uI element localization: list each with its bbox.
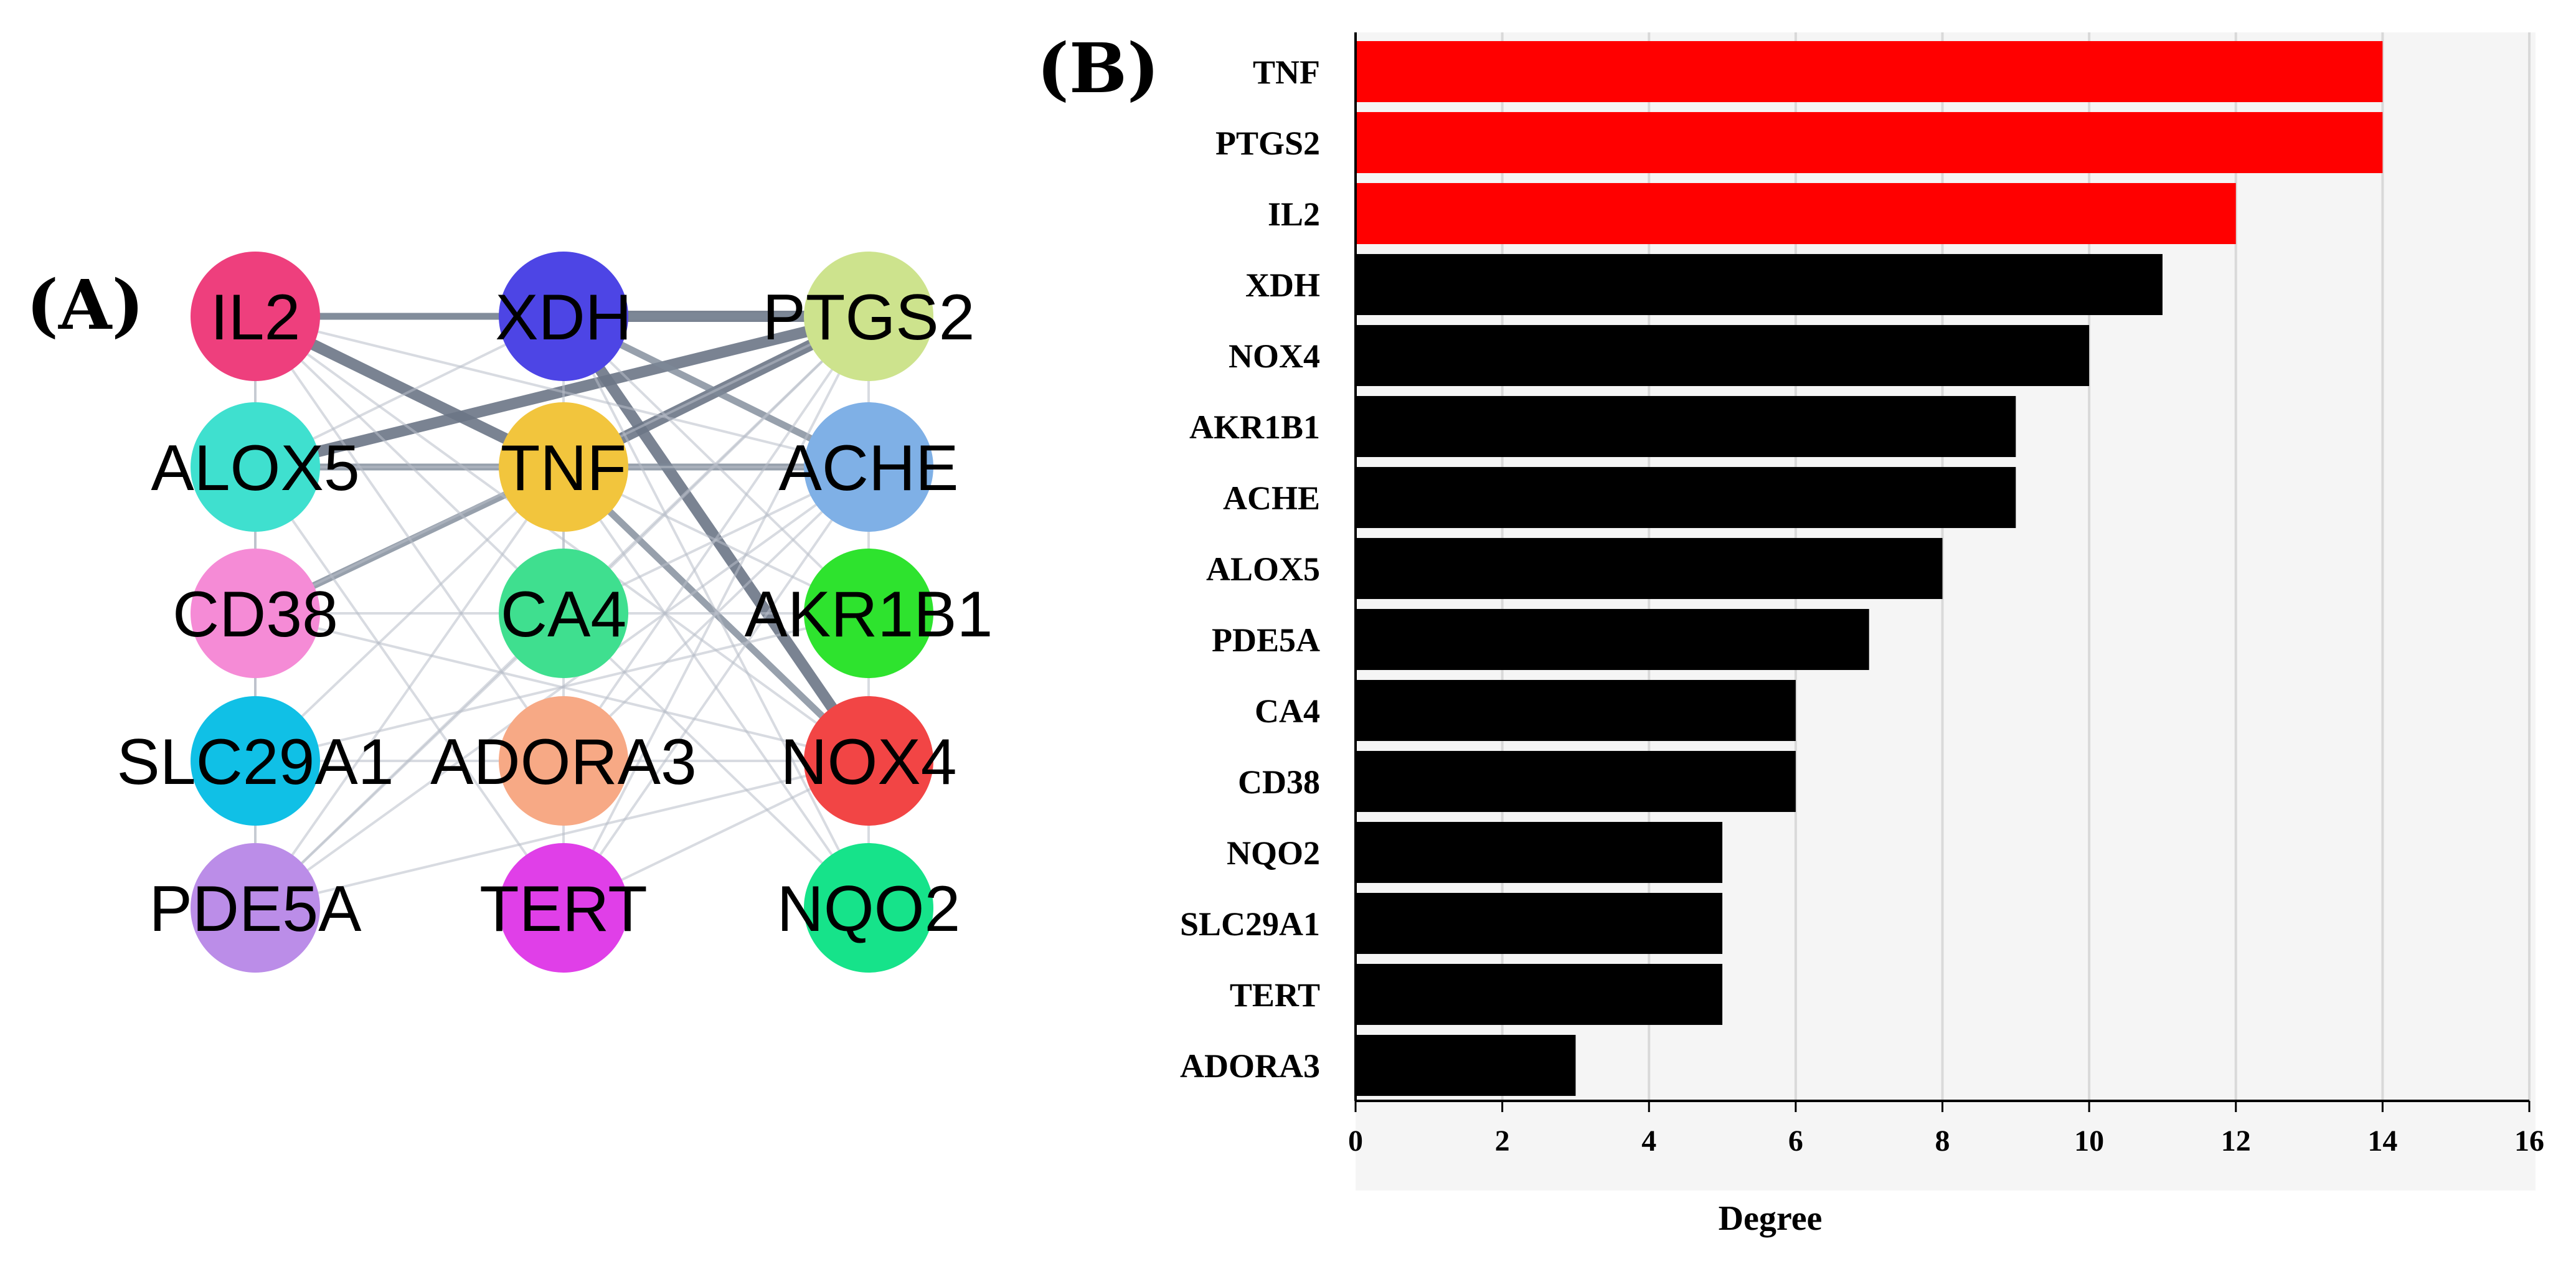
x-tick-label: 12	[2221, 1125, 2251, 1158]
category-label: TNF	[1253, 54, 1320, 91]
network-edge	[254, 466, 565, 909]
network-node-circle	[499, 843, 628, 973]
bar	[1356, 466, 2016, 529]
network-edge	[254, 612, 870, 762]
bar	[1356, 608, 1869, 671]
panel-b-label: (B)	[1037, 28, 1159, 108]
network-edge	[562, 612, 870, 909]
category-label: AKR1B1	[1189, 408, 1320, 446]
network-edge	[562, 466, 870, 909]
category-label: NOX4	[1229, 337, 1320, 375]
x-tick-label: 8	[1935, 1125, 1950, 1158]
x-axis-title: Degree	[1719, 1199, 1823, 1238]
bar	[1356, 324, 2090, 387]
network-node-label: TNF	[501, 432, 626, 504]
x-tick-label: 14	[2367, 1125, 2397, 1158]
network-edge	[562, 315, 870, 909]
network-node-circle	[191, 252, 320, 381]
network-node-label: CD38	[172, 578, 338, 651]
network-edge	[562, 315, 870, 762]
network-node-circle	[191, 696, 320, 826]
network-nodes: IL2 XDH PTGS2 ALOX5 TNF ACHE CD38 CA4 AKR1B1 SLC2…	[116, 252, 993, 973]
category-label: PTGS2	[1215, 125, 1320, 162]
category-label: ALOX5	[1206, 550, 1320, 588]
network-node-label: IL2	[210, 281, 301, 354]
bar	[1356, 892, 1723, 955]
category-label: NQO2	[1227, 834, 1320, 872]
bar	[1356, 395, 2016, 458]
network-node-label: XDH	[495, 281, 632, 354]
network-node-circle	[191, 402, 320, 532]
network-node-circle	[804, 696, 933, 826]
network-panel: (A) IL2 XDH PTGS2 ALOX5 TNF ACHE CD38 CA4 AKR1B1…	[26, 252, 993, 973]
x-tick-label: 16	[2514, 1125, 2544, 1158]
network-node-label: ADORA3	[430, 726, 697, 798]
category-label: PDE5A	[1212, 621, 1320, 659]
bar	[1356, 253, 2163, 316]
category-label: SLC29A1	[1180, 905, 1320, 943]
bars	[1356, 40, 2383, 1097]
x-tick-label: 0	[1348, 1125, 1363, 1158]
network-node-label: NOX4	[780, 726, 956, 798]
x-tick-label: 4	[1641, 1125, 1656, 1158]
network-node-label: SLC29A1	[116, 726, 394, 798]
network-node-label: ALOX5	[151, 432, 359, 504]
network-node-label: AKR1B1	[745, 578, 993, 651]
x-tick-label: 6	[1788, 1125, 1803, 1158]
bar-chart-panel: (B) TNF PTGS2 IL2 XDH NOX4 AKR1B1 ACHE ALOX5 PDE…	[1037, 28, 2544, 1238]
network-edge	[562, 315, 870, 615]
network-edge	[254, 315, 870, 468]
network-node-circle	[191, 843, 320, 973]
bar	[1356, 963, 1723, 1026]
x-tick-label: 10	[2074, 1125, 2104, 1158]
network-edge	[254, 315, 565, 762]
network-node-circle	[804, 549, 933, 678]
category-label: ADORA3	[1180, 1047, 1320, 1085]
category-labels: TNF PTGS2 IL2 XDH NOX4 AKR1B1 ACHE ALOX5 PDE5A CA…	[1180, 54, 1320, 1085]
bar	[1356, 750, 1796, 813]
bar	[1356, 111, 2383, 174]
bar	[1356, 1034, 1576, 1097]
category-label: IL2	[1268, 196, 1320, 233]
bar	[1356, 679, 1796, 742]
network-edge	[254, 315, 565, 615]
network-node-label: CA4	[501, 578, 626, 651]
network-edge	[254, 315, 870, 762]
network-node-circle	[499, 402, 628, 532]
bar	[1356, 537, 1943, 600]
network-node-circle	[191, 549, 320, 678]
category-label: CA4	[1255, 692, 1320, 730]
network-node-circle	[804, 402, 933, 532]
category-label: ACHE	[1223, 479, 1320, 517]
network-node-circle	[804, 252, 933, 381]
network-node-label: PTGS2	[763, 281, 975, 354]
category-label: CD38	[1238, 763, 1320, 801]
network-node-label: NQO2	[777, 873, 961, 945]
panel-a-label: (A)	[26, 265, 144, 345]
network-edge	[254, 760, 870, 909]
network-node-circle	[499, 252, 628, 381]
x-ticks: 0 2 4 6 8 10 12 14 16	[1348, 1101, 2544, 1158]
bar	[1356, 821, 1723, 884]
bar	[1356, 182, 2236, 245]
network-node-label: PDE5A	[149, 873, 362, 945]
category-label: XDH	[1245, 267, 1320, 304]
network-node-label: ACHE	[779, 432, 959, 504]
bar	[1356, 40, 2383, 103]
category-label: TERT	[1230, 976, 1320, 1014]
network-node-circle	[499, 696, 628, 826]
x-tick-label: 2	[1495, 1125, 1510, 1158]
network-node-label: TERT	[479, 873, 648, 945]
network-node-circle	[804, 843, 933, 973]
network-node-circle	[499, 549, 628, 678]
